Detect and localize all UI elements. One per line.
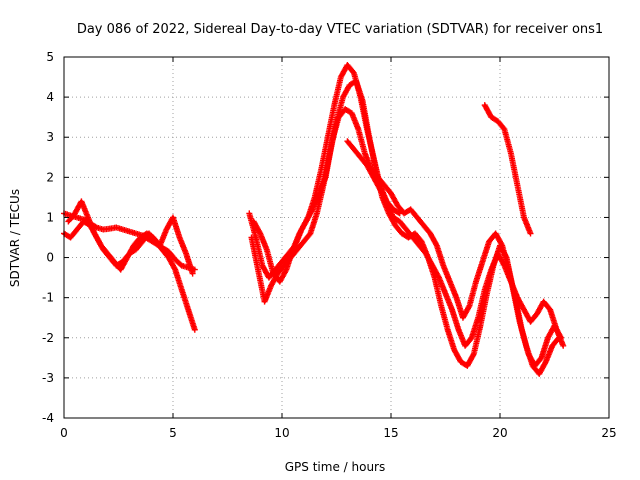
x-tick-label: 10 <box>274 426 289 440</box>
x-axis-label: GPS time / hours <box>285 460 386 474</box>
data-markers <box>61 62 567 377</box>
data-point <box>527 230 534 237</box>
series-trace-h <box>344 138 403 217</box>
x-tick-label: 15 <box>383 426 398 440</box>
axis-ticks: 0 5 10 15 20 25 -4 -3 -2 -1 0 1 2 3 4 5 <box>42 50 617 440</box>
y-tick-label: -1 <box>42 291 54 305</box>
series-trace-g <box>481 102 534 237</box>
series-trace-c <box>65 198 196 277</box>
data-point <box>191 326 198 333</box>
data-point <box>558 334 565 341</box>
y-axis-label: SDTVAR / TECUs <box>8 189 22 287</box>
y-tick-label: 5 <box>46 50 54 64</box>
y-tick-label: 4 <box>46 90 54 104</box>
y-tick-label: 0 <box>46 251 54 265</box>
y-tick-label: 3 <box>46 130 54 144</box>
series-trace-f <box>250 106 565 369</box>
data-point <box>396 210 403 217</box>
data-point <box>189 270 196 277</box>
plot-frame <box>63 56 610 419</box>
y-tick-label: -4 <box>42 411 54 425</box>
y-tick-label: -2 <box>42 331 54 345</box>
data-point <box>560 342 567 349</box>
y-tick-label: 2 <box>46 170 54 184</box>
x-tick-label: 0 <box>60 426 68 440</box>
x-tick-label: 5 <box>169 426 177 440</box>
y-tick-label: -3 <box>42 371 54 385</box>
series-trace-a <box>61 210 198 273</box>
x-tick-label: 25 <box>601 426 616 440</box>
x-tick-label: 20 <box>492 426 507 440</box>
y-tick-label: 1 <box>46 210 54 224</box>
chart-title: Day 086 of 2022, Sidereal Day-to-day VTE… <box>77 22 603 37</box>
